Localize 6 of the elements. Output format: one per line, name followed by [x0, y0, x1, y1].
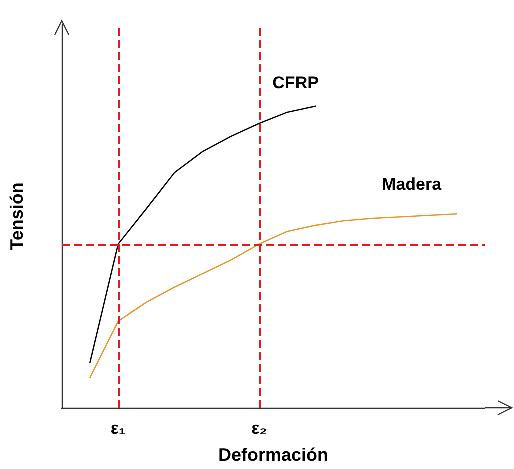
x-tick-label: ε₁ [110, 419, 126, 438]
series-label: Madera [382, 175, 442, 194]
y-axis-title: Tensión [7, 182, 27, 250]
x-axis-title: Deformación [218, 445, 329, 465]
series-label: CFRP [272, 73, 319, 92]
x-tick-label: ε₂ [252, 419, 268, 438]
